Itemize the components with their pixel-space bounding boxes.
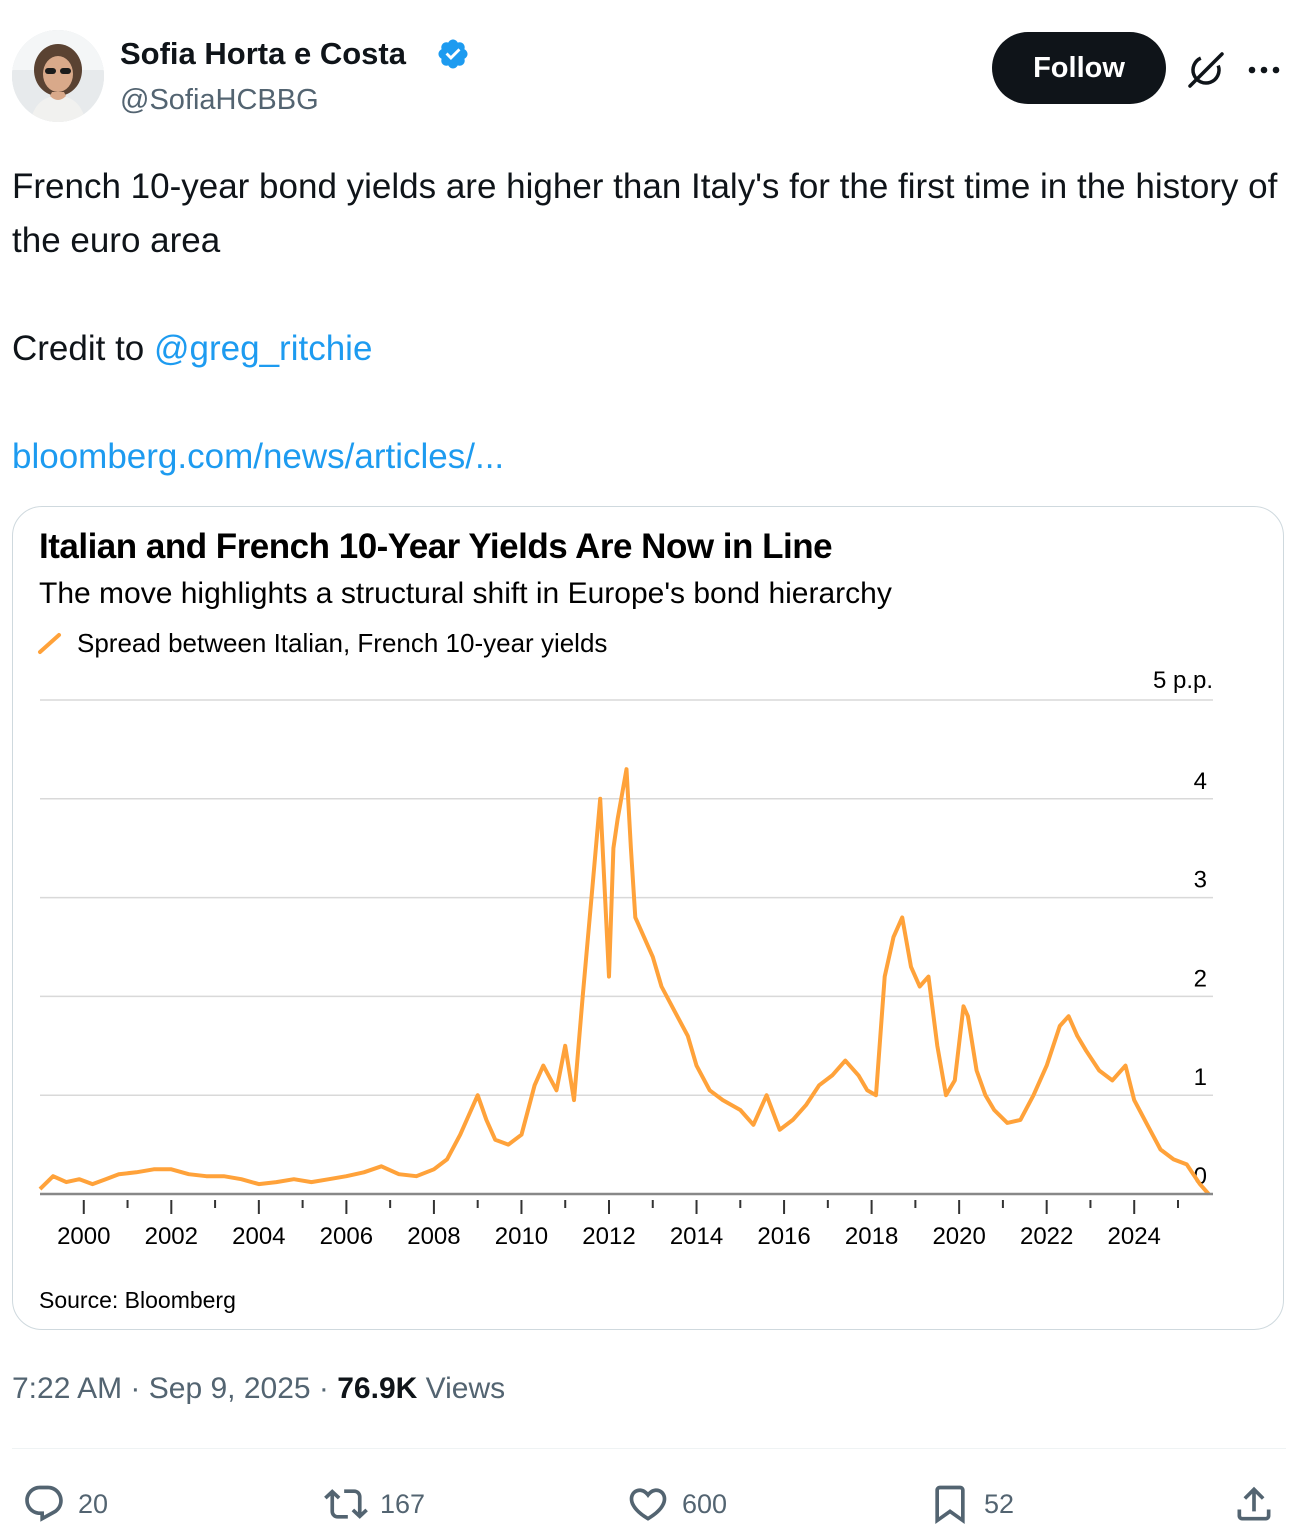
meta-separator-2: · [310,1372,338,1405]
bookmark-button[interactable]: 52 [928,1480,1014,1528]
y-unit-label: 5 p.p. [1153,667,1213,694]
tweet-line: French 10-year bond yields are higher th… [12,167,1278,260]
reply-count: 20 [78,1488,109,1519]
x-tick-label: 2000 [57,1223,110,1250]
x-tick-label: 2002 [145,1223,198,1250]
like-count: 600 [682,1488,728,1519]
y-tick-label: 2 [1194,965,1207,992]
follow-button[interactable]: Follow [992,32,1166,104]
chart-legend: Spread between Italian, French 10-year y… [37,627,607,659]
heart-icon [629,1488,667,1521]
reply-icon [25,1485,63,1522]
tweet-credit: Credit to @greg_ritchie [12,322,1282,376]
y-tick-label: 1 [1194,1064,1207,1091]
x-tick-label: 2008 [407,1223,460,1250]
x-tick-label: 2018 [845,1223,898,1250]
x-tick-label: 2012 [582,1223,635,1250]
x-tick-label: 2022 [1020,1223,1073,1250]
y-tick-label: 4 [1194,768,1207,795]
share-icon [1237,1486,1271,1521]
x-tick-label: 2010 [495,1223,548,1250]
credit-prefix: Credit to [12,329,154,368]
views-label: Views [417,1372,506,1405]
repost-button[interactable]: 167 [324,1480,425,1528]
chart-source: Source: Bloomberg [39,1287,236,1313]
legend-line-icon [38,633,61,654]
x-tick-label: 2006 [320,1223,373,1250]
x-tick-label: 2016 [757,1223,810,1250]
tweet-meta: 7:22 AM · Sep 9, 2025 · 76.9K Views [12,1372,505,1406]
bookmark-count: 52 [984,1488,1015,1519]
chart-card[interactable]: Italian and French 10-Year Yields Are No… [12,506,1284,1330]
avatar[interactable] [12,30,104,122]
tweet-text: French 10-year bond yields are higher th… [12,160,1282,484]
more-icon[interactable] [1244,50,1284,90]
grok-icon[interactable] [1184,48,1228,92]
tweet-time[interactable]: 7:22 AM [12,1372,123,1405]
author-handle[interactable]: @SofiaHCBBG [120,84,319,116]
article-link[interactable]: bloomberg.com/news/articles/... [12,437,505,476]
share-button[interactable] [1232,1480,1276,1528]
divider [12,1448,1286,1449]
series-line [38,767,1211,1196]
tweet-date[interactable]: Sep 9, 2025 [148,1372,311,1405]
x-tick-label: 2024 [1108,1223,1161,1250]
chart-title: Italian and French 10-Year Yields Are No… [39,527,833,566]
reply-button[interactable]: 20 [22,1480,108,1528]
author-name[interactable]: Sofia Horta e Costa [120,36,406,71]
repost-icon [324,1489,368,1519]
legend-label: Spread between Italian, French 10-year y… [77,627,608,658]
x-tick-label: 2020 [932,1223,985,1250]
views-count: 76.9K [337,1372,418,1405]
bookmark-icon [935,1485,965,1525]
x-tick-label: 2004 [232,1223,285,1250]
meta-separator: · [122,1372,149,1405]
mention-link[interactable]: @greg_ritchie [154,329,373,368]
like-button[interactable]: 600 [626,1480,727,1528]
avatar-photo-icon [12,30,104,122]
x-tick-label: 2014 [670,1223,723,1250]
verified-badge-icon[interactable] [436,37,470,71]
y-tick-label: 3 [1194,867,1207,894]
chart-subtitle: The move highlights a structural shift i… [39,577,892,610]
repost-count: 167 [380,1488,426,1519]
